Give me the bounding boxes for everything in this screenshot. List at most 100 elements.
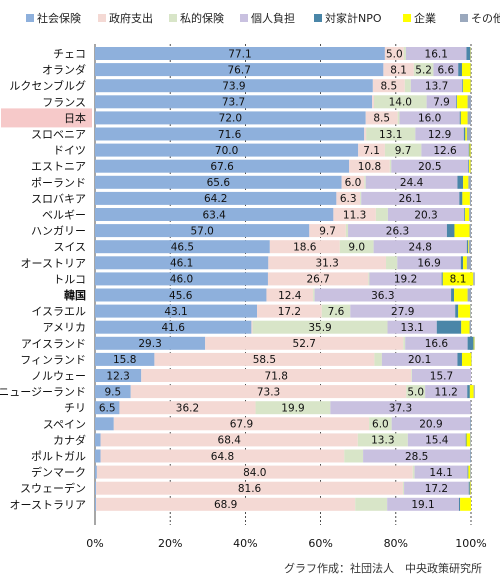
- bar-row-ベルギー: 63.4 11.3 20.3: [95, 208, 471, 221]
- bar-segment-社会保険: [95, 497, 97, 511]
- bar-segment-社会保険: [95, 465, 97, 479]
- bar-segment-企業: [460, 111, 468, 125]
- data-label: 71.6: [218, 129, 242, 141]
- data-label: 12.4: [278, 290, 302, 302]
- bar-segment-個人負担: [426, 95, 457, 109]
- bar-segment-私的保険: [402, 481, 405, 495]
- bar-segment-政府支出: [383, 63, 414, 77]
- bar-segment-企業: [461, 352, 472, 366]
- bar-segment-企業: [454, 224, 470, 238]
- bar-segment-対家計NPO: [436, 320, 462, 334]
- bar-segment-社会保険: [95, 175, 342, 189]
- legend-swatch: [460, 14, 468, 22]
- bar-segment-個人負担: [425, 385, 468, 399]
- legend-label: 社会保険: [37, 11, 81, 25]
- x-tick-label: 40%: [233, 537, 257, 550]
- data-label: 71.8: [265, 370, 288, 382]
- bar-row-日本: 72.0 8.5 16.0: [95, 111, 471, 125]
- bar-segment-社会保険: [95, 352, 155, 366]
- category-label: ルクセンブルグ: [9, 79, 86, 93]
- data-label: 16.1: [425, 48, 448, 60]
- bar-segment-対家計NPO: [468, 143, 470, 157]
- bar-row-スロバキア: 64.2 6.3 26.1: [95, 191, 471, 205]
- data-label: 20.3: [414, 209, 437, 221]
- bar-segment-個人負担: [391, 417, 471, 431]
- bar-segment-社会保険: [95, 79, 373, 93]
- bar-segment-対家計NPO: [468, 159, 470, 173]
- bar-segment-企業: [460, 497, 471, 511]
- data-label: 17.2: [278, 306, 301, 318]
- legend-swatch: [26, 14, 34, 22]
- bar-segment-私的保険: [403, 47, 406, 60]
- bar-segment-社会保険: [95, 272, 268, 286]
- data-label: 9.0: [348, 242, 365, 254]
- bar-row-デンマーク: 84.0 14.1: [95, 465, 471, 479]
- bar-segment-社会保険: [95, 449, 101, 463]
- data-label: 57.0: [190, 225, 213, 237]
- data-label: 5.0: [407, 386, 424, 398]
- x-tick-label: 100%: [455, 537, 486, 550]
- bar-segment-私的保険: [386, 256, 398, 270]
- data-label: 13.1: [379, 129, 402, 141]
- category-label: スロベニア: [31, 128, 86, 141]
- data-label: 27.9: [391, 306, 414, 318]
- bar-segment-企業: [466, 433, 471, 447]
- data-label: 16.0: [418, 113, 441, 125]
- bar-segment-政府支出: [267, 272, 369, 286]
- data-label: 13.3: [371, 435, 394, 447]
- bar-segment-政府支出: [100, 433, 358, 447]
- data-label: 9.5: [105, 386, 122, 398]
- data-label: 46.1: [170, 258, 193, 270]
- bar-segment-個人負担: [404, 481, 469, 495]
- bar-row-ルクセンブルグ: 73.9 8.5 13.7: [95, 79, 471, 93]
- legend-label: その他: [471, 12, 500, 25]
- data-label: 29.3: [138, 338, 161, 350]
- category-label: フランス: [42, 96, 86, 109]
- data-label: 7.1: [363, 145, 380, 157]
- data-label: 63.4: [202, 209, 226, 221]
- bar-row-アイスランド: 29.3 52.7 16.6: [95, 336, 475, 350]
- bar-segment-社会保険: [95, 288, 267, 302]
- data-label: 73.7: [222, 97, 245, 109]
- data-label: 67.6: [210, 161, 234, 173]
- bar-row-フィンランド: 15.8 58.5 20.1: [95, 352, 472, 366]
- bar-segment-私的保険: [369, 417, 392, 431]
- data-label: 15.4: [425, 435, 449, 447]
- data-label: 12.9: [428, 129, 451, 141]
- data-label: 6.5: [99, 403, 116, 415]
- category-label: チェコ: [53, 48, 86, 61]
- x-tick-label: 20%: [158, 537, 182, 550]
- data-label: 9.7: [319, 225, 336, 237]
- category-label: ドイツ: [53, 144, 86, 157]
- data-label: 45.6: [169, 290, 193, 302]
- bar-segment-社会保険: [95, 240, 270, 254]
- category-label: エストニア: [31, 160, 86, 173]
- bar-segment-個人負担: [314, 288, 452, 302]
- category-label: オーストラリア: [10, 498, 86, 511]
- bar-segment-私的保険: [374, 352, 382, 366]
- category-label: オーストリア: [21, 257, 86, 270]
- data-label: 20.5: [418, 161, 441, 173]
- bar-segment-対家計NPO: [467, 336, 474, 350]
- bar-segment-対家計NPO: [465, 433, 467, 447]
- data-label: 16.9: [417, 258, 440, 270]
- bar-segment-対家計NPO: [467, 465, 469, 479]
- data-label: 19.2: [394, 274, 417, 286]
- data-label: 35.9: [308, 322, 331, 334]
- bar-row-ポルトガル: 64.8 28.5: [95, 449, 471, 463]
- data-label: 26.3: [386, 225, 409, 237]
- bar-segment-社会保険: [95, 256, 269, 270]
- category-label: イスラエル: [31, 305, 86, 318]
- bar-segment-個人負担: [381, 352, 458, 366]
- bar-segment-政府支出: [100, 449, 345, 463]
- bar-segment-対家計NPO: [462, 79, 464, 93]
- bar-segment-企業: [454, 288, 468, 302]
- bar-segment-社会保険: [95, 111, 366, 125]
- legend-swatch: [403, 14, 411, 22]
- bar-row-オランダ: 76.7 8.1 5.2 6.6: [95, 63, 471, 76]
- data-label: 5.2: [415, 64, 432, 76]
- bar-segment-政府支出: [309, 224, 346, 238]
- category-label: トルコ: [53, 273, 86, 286]
- bar-segment-私的保険: [389, 159, 392, 173]
